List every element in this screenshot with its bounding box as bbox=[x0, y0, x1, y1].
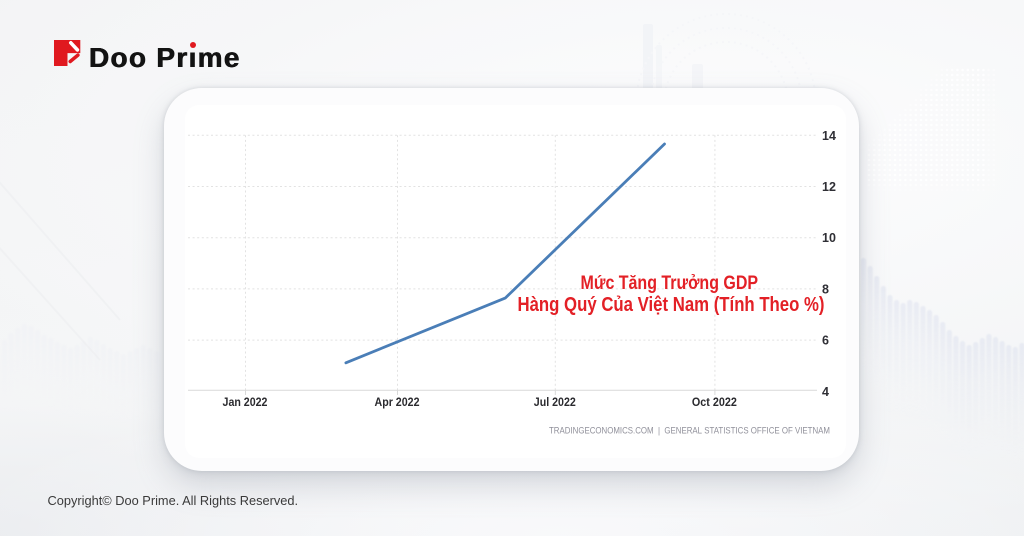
svg-text:TRADINGECONOMICS.COM | GENER: TRADINGECONOMICS.COM | GENERAL STATISTIC… bbox=[549, 426, 830, 436]
svg-text:12: 12 bbox=[822, 180, 836, 194]
svg-text:8: 8 bbox=[822, 282, 829, 296]
svg-text:Jul 2022: Jul 2022 bbox=[534, 397, 576, 409]
svg-text:Jan 2022: Jan 2022 bbox=[223, 397, 268, 409]
svg-text:Hàng Quý Của Việt Nam (Tính Th: Hàng Quý Của Việt Nam (Tính Theo %) bbox=[518, 294, 825, 316]
svg-text:10: 10 bbox=[822, 231, 836, 245]
svg-text:Oct 2022: Oct 2022 bbox=[692, 397, 737, 409]
svg-text:4: 4 bbox=[822, 385, 829, 399]
svg-text:Apr 2022: Apr 2022 bbox=[375, 397, 420, 409]
svg-text:Mức Tăng Trưởng GDP: Mức Tăng Trưởng GDP bbox=[581, 272, 759, 294]
svg-text:6: 6 bbox=[822, 334, 829, 348]
svg-text:14: 14 bbox=[822, 129, 836, 143]
